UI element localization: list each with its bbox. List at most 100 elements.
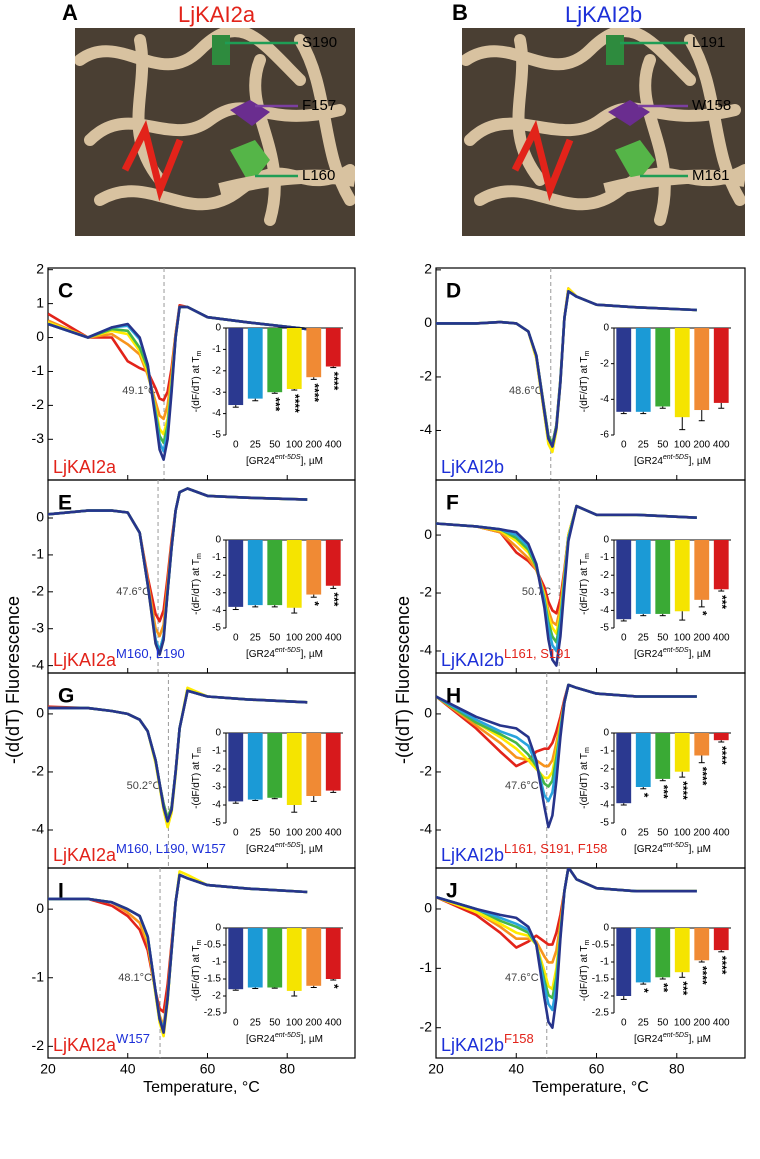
inset-category: 25 bbox=[250, 440, 262, 451]
significance: **** bbox=[715, 746, 729, 765]
panel-letter: D bbox=[446, 280, 461, 303]
inset-bar bbox=[325, 733, 341, 791]
inset-bar bbox=[635, 733, 651, 787]
inset-bar bbox=[247, 328, 263, 399]
inset-y-tick-label: -4 bbox=[212, 800, 221, 811]
y-tick-label: 0 bbox=[36, 509, 44, 525]
mutation-label: F158 bbox=[504, 1031, 534, 1046]
inset-y-tick-label: -1 bbox=[600, 957, 609, 968]
inset-x-label-part: [GR24 bbox=[246, 844, 275, 855]
y-tick-label: -2 bbox=[420, 763, 433, 779]
inset-x-label-part: ent-5DS bbox=[663, 454, 689, 461]
tm-label: 47.6°C bbox=[505, 972, 539, 984]
significance: *** bbox=[676, 981, 690, 995]
inset-category: 400 bbox=[325, 828, 342, 839]
sample-label: LjKAI2aW157 bbox=[53, 1031, 150, 1054]
inset-x-label-part: ent-5DS bbox=[663, 1032, 689, 1039]
inset-bar bbox=[325, 328, 341, 367]
inset-bar bbox=[228, 928, 244, 990]
inset-bar bbox=[655, 540, 671, 614]
sample-label: LjKAI2aM160, L190, W157 bbox=[53, 841, 226, 864]
sample-label: LjKAI2a bbox=[53, 457, 117, 477]
inset-y-tick-label: 0 bbox=[215, 728, 221, 739]
inset-x-label: [GR24ent-5DS], µM bbox=[634, 1032, 711, 1045]
inset-y-label: -(dF/dT) at Tm bbox=[579, 350, 591, 412]
inset-x-label-part: ent-5DS bbox=[663, 647, 689, 654]
inset-category: 200 bbox=[693, 633, 710, 644]
y-tick-label: -4 bbox=[32, 821, 45, 837]
inset-bar bbox=[713, 928, 729, 951]
sample-name: LjKAI2a bbox=[53, 845, 117, 865]
significance: * bbox=[327, 984, 341, 989]
inset-category: 200 bbox=[693, 828, 710, 839]
inset-bar bbox=[713, 733, 729, 741]
y-tick-label: -4 bbox=[420, 642, 433, 658]
tm-label: 48.1°C bbox=[118, 972, 152, 984]
inset-y-label: -(dF/dT) at Tm bbox=[191, 939, 203, 1001]
inset-bar bbox=[306, 928, 322, 986]
inset-bar bbox=[306, 540, 322, 595]
significance: *** bbox=[657, 785, 671, 799]
significance: **** bbox=[308, 383, 322, 402]
inset-category: 0 bbox=[233, 1018, 239, 1029]
melt-curve bbox=[48, 487, 308, 656]
inset-bar bbox=[655, 328, 671, 407]
inset-category: 0 bbox=[233, 440, 239, 451]
inset-x-label-part: ], µM bbox=[301, 456, 323, 467]
sample-label: LjKAI2bL161, S191, F158 bbox=[441, 841, 607, 864]
significance: *** bbox=[715, 595, 729, 609]
inset-category: 25 bbox=[250, 1018, 262, 1029]
inset-bar bbox=[267, 540, 283, 606]
y-tick-label: -1 bbox=[420, 959, 433, 975]
inset-bar bbox=[267, 328, 283, 393]
y-tick-label: -3 bbox=[32, 619, 45, 635]
inset-y-tick-label: -5 bbox=[212, 623, 221, 634]
inset-bar bbox=[713, 540, 729, 590]
inset-category: 25 bbox=[638, 633, 650, 644]
significance: * bbox=[637, 793, 651, 798]
y-tick-label: -1 bbox=[32, 546, 45, 562]
inset-category: 50 bbox=[657, 828, 669, 839]
inset-y-label: -(dF/dT) at Tm bbox=[579, 939, 591, 1001]
panel-letter: B bbox=[452, 0, 468, 25]
sample-name: LjKAI2b bbox=[441, 845, 504, 865]
inset-y-tick-label: -2 bbox=[212, 570, 221, 581]
inset-bar bbox=[713, 328, 729, 403]
inset-y-tick-label: -4 bbox=[600, 800, 609, 811]
inset-category: 400 bbox=[713, 828, 730, 839]
y-tick-label: -2 bbox=[420, 1018, 433, 1034]
inset-y-label: -(dF/dT) at Tm bbox=[191, 553, 203, 615]
curves bbox=[48, 686, 308, 829]
inset-y-tick-label: 0 bbox=[215, 923, 221, 934]
inset-x-label-part: [GR24 bbox=[246, 649, 275, 660]
y-tick-label: -2 bbox=[32, 396, 45, 412]
inset-category: 25 bbox=[638, 440, 650, 451]
inset-y-label-part: m bbox=[584, 939, 591, 945]
tm-label: 47.6°C bbox=[505, 780, 539, 792]
inset-bar bbox=[306, 328, 322, 378]
inset-x-label-part: ent-5DS bbox=[275, 454, 301, 461]
inset-y-label: -(dF/dT) at Tm bbox=[579, 747, 591, 809]
inset-x-label-part: ent-5DS bbox=[663, 842, 689, 849]
inset-y-label-part: -(dF/dT) at T bbox=[579, 356, 590, 412]
inset-y-tick-label: -1.5 bbox=[204, 974, 222, 985]
y-tick-label: -4 bbox=[420, 821, 433, 837]
inset-x-label-part: ], µM bbox=[689, 1034, 711, 1045]
structure-title: LjKAI2a bbox=[178, 2, 256, 27]
inset-y-label-part: -(dF/dT) at T bbox=[579, 945, 590, 1001]
y-tick-label: 1 bbox=[36, 294, 44, 310]
inset-category: 50 bbox=[657, 633, 669, 644]
significance: *** bbox=[327, 592, 341, 606]
inset-category: 0 bbox=[621, 828, 627, 839]
y-tick-label: -4 bbox=[32, 656, 45, 672]
inset-y-tick-label: -4 bbox=[212, 408, 221, 419]
x-tick-label: 60 bbox=[589, 1061, 605, 1077]
tm-label: 47.6°C bbox=[116, 586, 150, 598]
inset-y-tick-label: -2.5 bbox=[592, 1008, 610, 1019]
sample-name: LjKAI2a bbox=[53, 457, 117, 477]
inset-y-label-part: -(dF/dT) at T bbox=[191, 945, 202, 1001]
inset-bar bbox=[655, 928, 671, 978]
inset-category: 400 bbox=[713, 440, 730, 451]
inset-y-label: -(dF/dT) at Tm bbox=[579, 553, 591, 615]
inset-y-tick-label: 0 bbox=[603, 535, 609, 546]
